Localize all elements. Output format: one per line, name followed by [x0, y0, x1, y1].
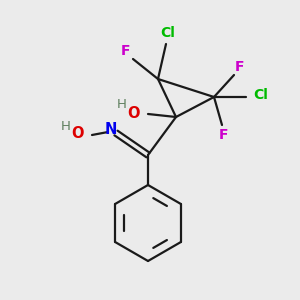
Text: Cl: Cl: [254, 88, 268, 102]
Text: H: H: [61, 121, 71, 134]
Text: N: N: [105, 122, 117, 137]
Text: O: O: [72, 127, 84, 142]
Text: Cl: Cl: [160, 26, 175, 40]
Text: F: F: [121, 44, 131, 58]
Text: F: F: [234, 60, 244, 74]
Text: H: H: [117, 98, 127, 112]
Text: O: O: [128, 106, 140, 121]
Text: F: F: [219, 128, 229, 142]
